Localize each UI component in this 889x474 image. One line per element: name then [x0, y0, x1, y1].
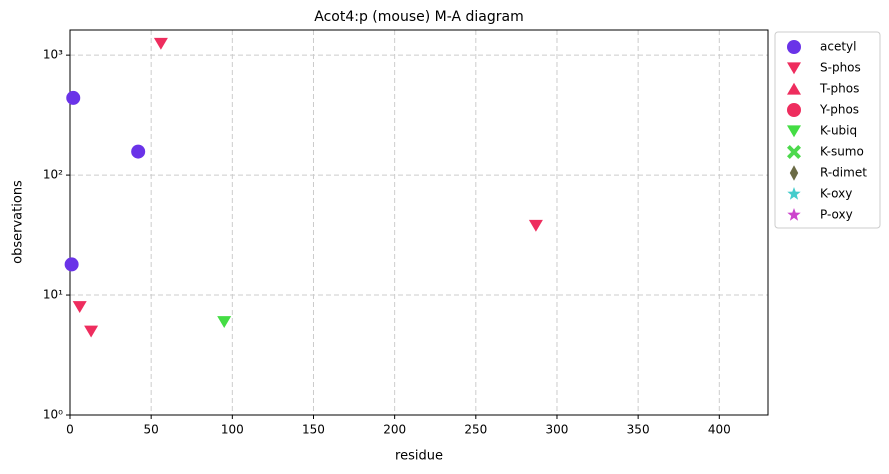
legend-label: T-phos [819, 82, 859, 96]
legend-label: S-phos [820, 61, 861, 75]
x-tick-label: 50 [144, 423, 159, 437]
legend-marker [789, 165, 799, 181]
point [217, 316, 232, 328]
y-tick-label: 10² [43, 168, 63, 182]
y-tick-label: 10⁰ [43, 408, 63, 422]
y-axis-label: observations [11, 180, 26, 264]
chart-title: Acot4:p (mouse) M-A diagram [314, 9, 523, 25]
point [66, 90, 81, 105]
legend-label: K-ubiq [820, 124, 857, 138]
legend-label: acetyl [820, 40, 856, 54]
plot-frame [69, 29, 769, 416]
point [153, 37, 168, 50]
legend-marker [787, 187, 801, 200]
legend-marker [787, 145, 801, 159]
legend-label: K-sumo [820, 145, 864, 159]
legend-label: K-oxy [820, 187, 852, 201]
point [64, 257, 79, 272]
y-tick-label: 10¹ [43, 288, 63, 302]
point [528, 219, 543, 232]
point [84, 325, 99, 338]
legend-label: R-dimet [820, 166, 867, 180]
legend-label: Y-phos [819, 103, 859, 117]
x-tick-label: 300 [546, 423, 569, 437]
legend-marker [787, 103, 801, 117]
y-tick-label: 10³ [43, 48, 63, 62]
x-tick-label: 100 [221, 423, 244, 437]
x-tick-label: 350 [627, 423, 650, 437]
legend-marker [787, 82, 801, 95]
point [72, 301, 87, 313]
legend-marker [787, 208, 801, 221]
legend-label: P-oxy [820, 208, 853, 222]
x-tick-label: 0 [66, 423, 74, 437]
legend-frame [774, 31, 881, 229]
legend-marker [787, 62, 801, 75]
legend-marker [787, 40, 801, 54]
x-tick-label: 150 [302, 423, 325, 437]
x-tick-label: 200 [383, 423, 406, 437]
x-tick-label: 400 [708, 423, 731, 437]
x-axis-label: residue [395, 449, 443, 464]
legend-marker [787, 125, 801, 138]
point [131, 144, 146, 159]
x-tick-label: 250 [464, 423, 487, 437]
